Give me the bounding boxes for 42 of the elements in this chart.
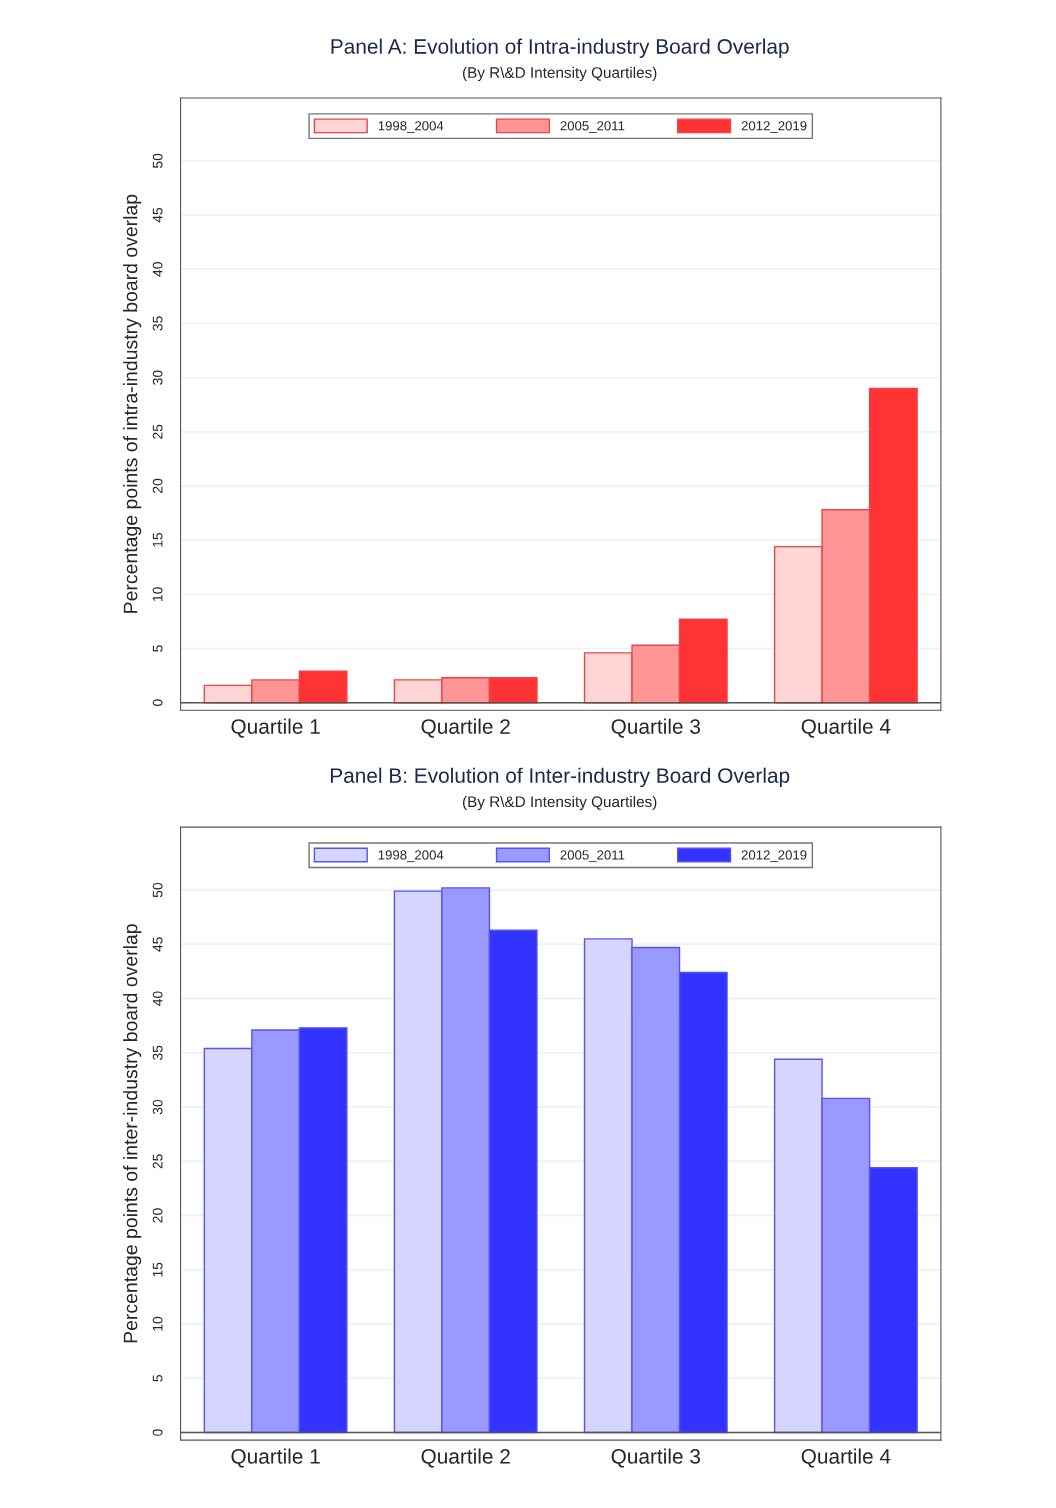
y-tick-label: 50 xyxy=(152,882,163,898)
y-tick-label: 0 xyxy=(152,1429,163,1436)
y-tick-label: 25 xyxy=(152,424,163,439)
x-tick-label: Quartile 2 xyxy=(421,718,510,738)
y-tick-label: 35 xyxy=(152,316,163,331)
y-tick-label: 0 xyxy=(152,699,163,706)
y-tick-label: 45 xyxy=(152,207,163,223)
legend-label: 2012_2019 xyxy=(741,850,807,863)
x-tick-label: Quartile 3 xyxy=(611,1448,701,1468)
y-tick-label: 30 xyxy=(152,1099,163,1115)
y-tick-label: 40 xyxy=(152,262,163,277)
y-tick-label: 5 xyxy=(152,645,163,652)
chart-subtitle: (By R\&D Intensity Quartiles) xyxy=(463,795,657,811)
legend-label: 2012_2019 xyxy=(741,121,807,133)
chart-title: Panel A: Evolution of Intra-industry Board Overlap xyxy=(331,38,789,58)
x-tick-label: Quartile 3 xyxy=(611,718,701,738)
y-tick-label: 50 xyxy=(152,153,163,169)
y-axis-title: Percentage points of intra-industry board overlap xyxy=(123,194,142,613)
y-tick-label: 20 xyxy=(152,1208,163,1223)
x-tick-label: Quartile 2 xyxy=(421,1448,510,1468)
legend-label: 2005_2011 xyxy=(560,850,625,863)
y-tick-label: 20 xyxy=(152,478,163,493)
y-tick-label: 15 xyxy=(152,1262,163,1277)
legend-label: 1998_2004 xyxy=(378,121,444,133)
y-tick-label: 10 xyxy=(152,587,163,601)
y-tick-label: 40 xyxy=(152,991,163,1006)
chart-subtitle: (By R\&D Intensity Quartiles) xyxy=(463,66,657,82)
x-tick-label: Quartile 1 xyxy=(231,718,320,738)
y-tick-label: 45 xyxy=(152,937,163,952)
y-tick-label: 25 xyxy=(152,1154,163,1169)
y-tick-label: 10 xyxy=(152,1316,163,1331)
x-tick-label: Quartile 4 xyxy=(801,718,891,738)
y-tick-label: 30 xyxy=(152,370,163,385)
x-tick-label: Quartile 1 xyxy=(231,1448,320,1468)
legend-label: 1998_2004 xyxy=(378,850,444,863)
legend-label: 2005_2011 xyxy=(560,121,625,133)
x-tick-label: Quartile 4 xyxy=(801,1448,891,1468)
y-tick-label: 35 xyxy=(152,1045,163,1060)
y-tick-label: 15 xyxy=(152,533,163,547)
y-axis-title: Percentage points of inter-industry board overlap xyxy=(123,924,142,1343)
y-tick-label: 5 xyxy=(152,1375,163,1382)
chart-title: Panel B: Evolution of Inter-industry Board Overlap xyxy=(330,767,790,788)
